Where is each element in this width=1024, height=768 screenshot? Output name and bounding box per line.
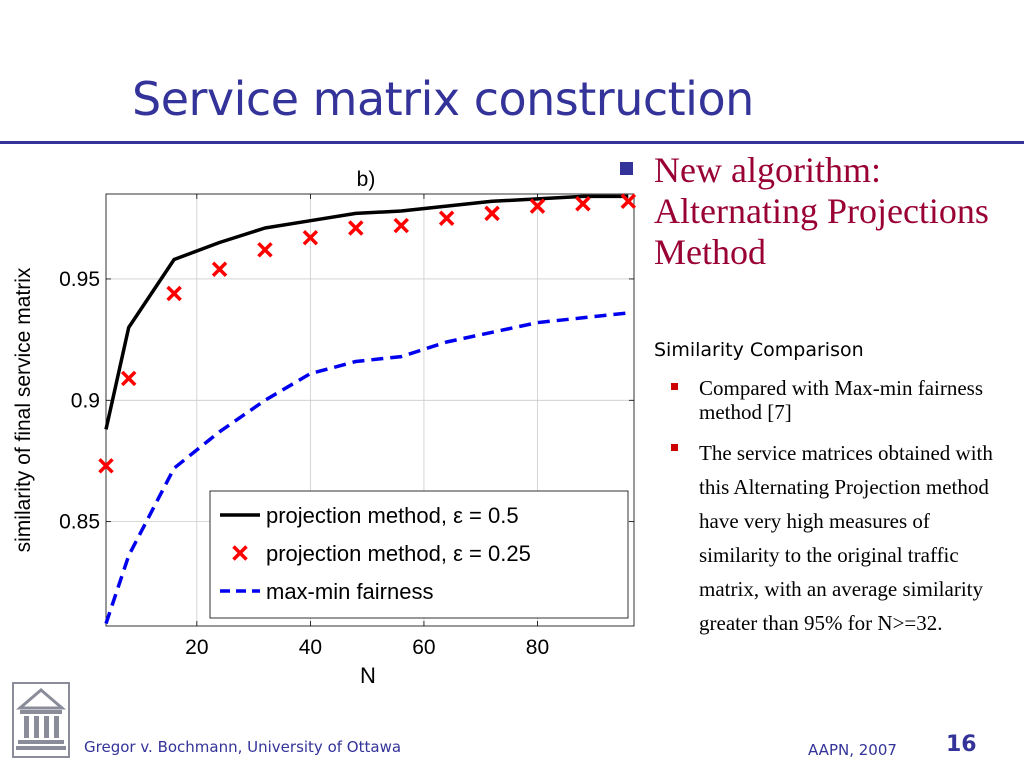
main-bullet-text: New algorithm: Alternating Projections M… <box>654 150 989 272</box>
y-tick-label: 0.85 <box>59 511 100 534</box>
y-tick-label: 0.95 <box>59 268 100 291</box>
x-tick-label: 40 <box>299 636 322 659</box>
marker-stroke <box>620 193 637 210</box>
data-point-marker <box>620 193 637 210</box>
data-point-marker <box>166 285 182 302</box>
marker-stroke <box>529 198 546 214</box>
chart-legend: projection method, ε = 0.5 projection met… <box>209 490 629 619</box>
data-point-marker <box>211 261 228 277</box>
marker-stroke <box>484 205 500 222</box>
sub-bullet-item: Compared with Max-min fairness method [7… <box>667 376 1007 424</box>
y-tick-label: 0.9 <box>71 389 100 412</box>
x-tick-label: 60 <box>412 636 435 659</box>
chart-title: b) <box>357 168 376 191</box>
sub-bullet-marker <box>671 444 678 451</box>
footer-author: Gregor v. Bochmann, University of Ottawa <box>84 738 402 756</box>
projection-line <box>104 194 629 430</box>
title-underline <box>0 141 1024 144</box>
sub-bullet-text: Compared with Max-min fairness method [7… <box>699 376 984 424</box>
data-point-marker <box>257 242 273 258</box>
data-point-marker <box>120 370 137 387</box>
data-point-marker <box>98 458 114 474</box>
legend-label: projection method, ε = 0.5 <box>266 503 519 528</box>
slide-title: Service matrix construction <box>132 72 754 126</box>
chart-axes: 20 40 60 80 0.85 0.9 0.95 <box>59 194 634 659</box>
y-axis-label: similarity of final service matrix <box>12 267 35 552</box>
marker-stroke <box>166 285 182 302</box>
data-point-marker <box>302 229 319 246</box>
marker-stroke <box>393 217 409 234</box>
chart-series <box>98 193 637 625</box>
similarity-chart: 20 40 60 80 0.85 0.9 0.95 projection method, ε… <box>12 168 637 688</box>
main-bullet-marker <box>620 162 633 175</box>
legend-label: projection method, ε = 0.25 <box>266 541 531 566</box>
footer-event: AAPN, 2007 <box>808 741 897 759</box>
marker-stroke <box>257 242 273 258</box>
legend-swatch <box>232 545 248 561</box>
marker-stroke <box>120 370 137 387</box>
data-point-marker <box>484 205 500 222</box>
university-building-icon <box>12 682 70 758</box>
sub-bullet-marker <box>671 383 678 390</box>
x-axis-label: N <box>360 663 376 688</box>
data-point-marker <box>575 195 591 212</box>
data-point-marker <box>393 217 409 234</box>
plot-frame <box>105 193 635 627</box>
data-point-marker <box>438 210 455 227</box>
marker-stroke <box>575 195 591 212</box>
data-point-marker <box>529 198 546 214</box>
marker-stroke <box>98 458 114 474</box>
sub-bullet-item: The service matrices obtained with this … <box>667 436 1007 640</box>
marker-stroke <box>211 261 228 277</box>
marker-stroke <box>438 210 455 227</box>
x-tick-label: 20 <box>185 636 208 659</box>
max-min-fairness-line <box>104 311 629 625</box>
legend-box <box>209 490 629 619</box>
sub-bullet-list: Compared with Max-min fairness method [7… <box>667 376 1007 652</box>
marker-stroke <box>348 220 364 236</box>
marker-stroke <box>302 229 319 246</box>
data-point-marker <box>348 220 364 236</box>
legend-label: max-min fairness <box>266 579 433 604</box>
page-number: 16 <box>946 732 977 757</box>
similarity-subheading: Similarity Comparison <box>654 339 864 361</box>
x-tick-label: 80 <box>526 636 549 659</box>
sub-bullet-text: The service matrices obtained with this … <box>699 441 993 635</box>
